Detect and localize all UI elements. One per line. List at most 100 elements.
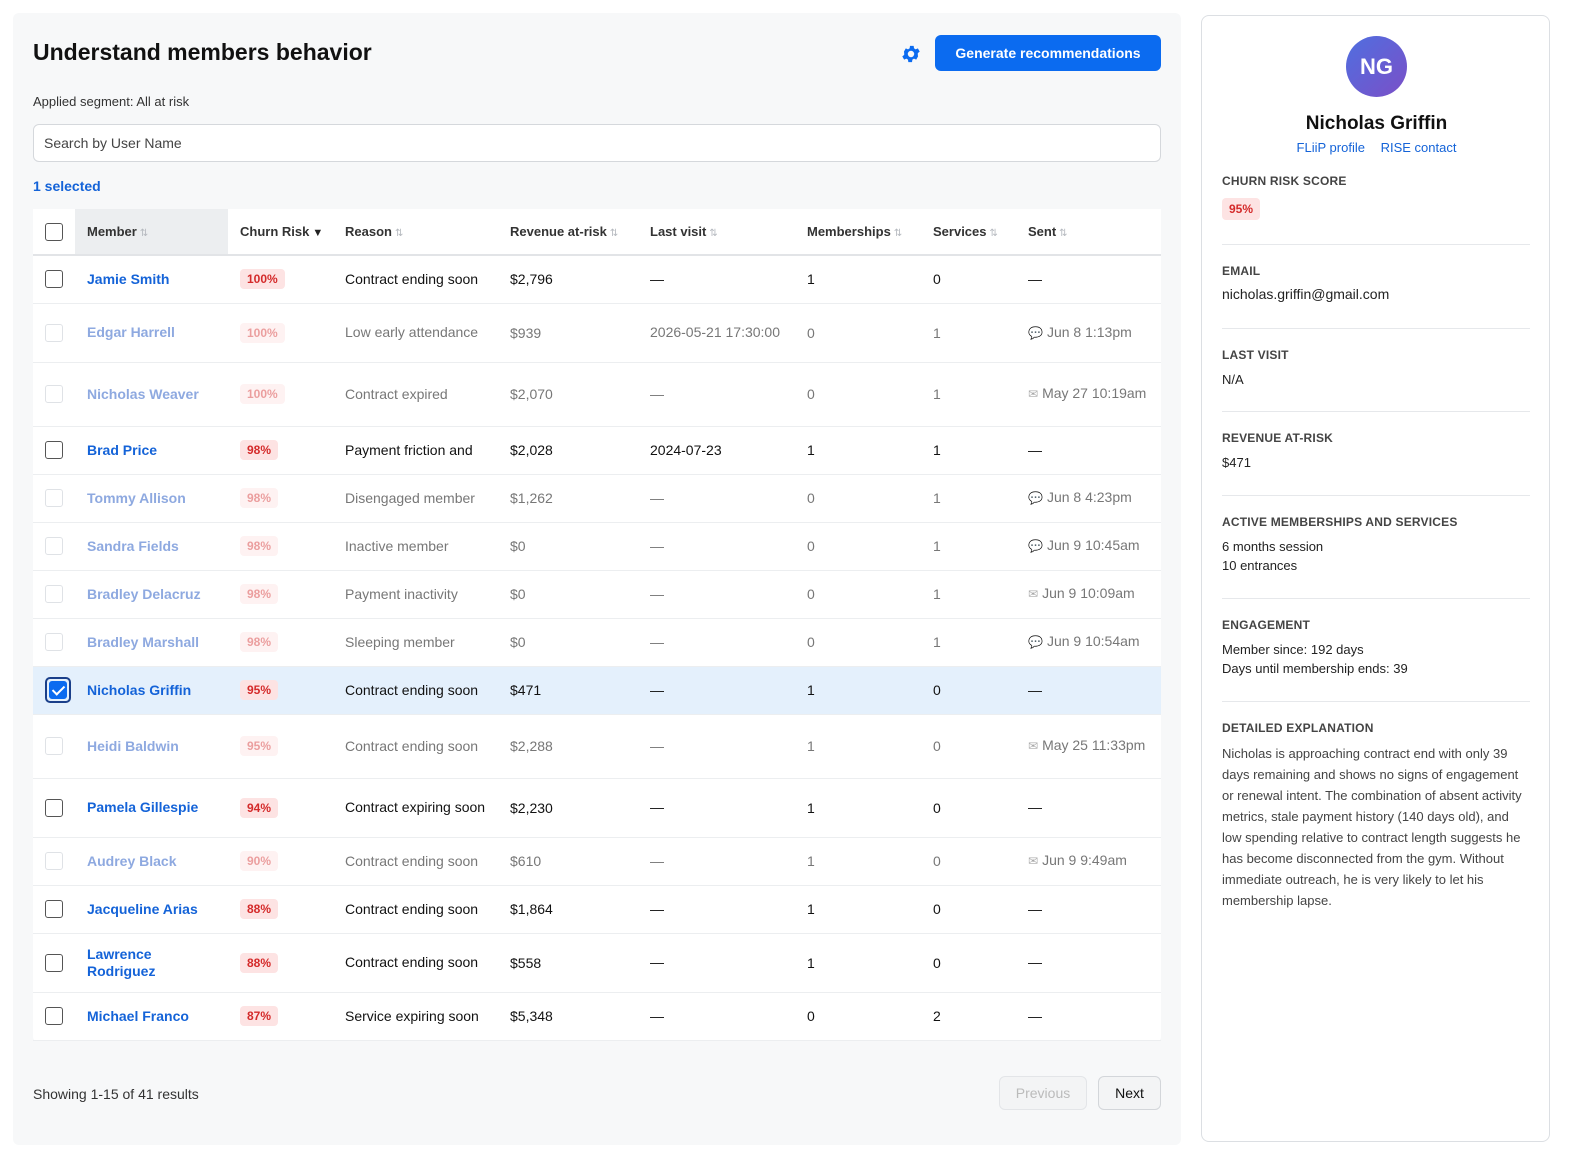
column-header-services[interactable]: Services ⇅ bbox=[921, 209, 1016, 256]
fliip-profile-link[interactable]: FLiiP profile bbox=[1296, 140, 1365, 155]
row-checkbox[interactable] bbox=[45, 385, 63, 404]
member-name-link[interactable]: Nicholas Weaver bbox=[87, 385, 199, 402]
last-visit-cell: — bbox=[638, 933, 795, 993]
sent-cell: — bbox=[1016, 992, 1161, 1041]
membership-item: 6 months session bbox=[1222, 539, 1324, 554]
column-header-sent[interactable]: Sent ⇅ bbox=[1016, 209, 1161, 256]
column-header-reason[interactable]: Reason ⇅ bbox=[333, 209, 498, 256]
row-checkbox[interactable] bbox=[45, 270, 63, 289]
member-name-link[interactable]: Jamie Smith bbox=[87, 270, 170, 287]
last-visit-cell: — bbox=[638, 522, 795, 571]
table-row[interactable]: Heidi Baldwin 95% Contract ending soon $2,2… bbox=[33, 714, 1161, 779]
member-name-link[interactable]: Tommy Allison bbox=[87, 489, 186, 506]
row-checkbox[interactable] bbox=[45, 953, 63, 972]
avatar: NG bbox=[1346, 36, 1407, 97]
column-header-last-visit[interactable]: Last visit ⇅ bbox=[638, 209, 795, 256]
next-button[interactable]: Next bbox=[1098, 1076, 1161, 1110]
member-name-link[interactable]: Audrey Black bbox=[87, 852, 177, 869]
row-checkbox[interactable] bbox=[49, 681, 67, 699]
memberships-cell: 1 bbox=[795, 778, 921, 838]
row-checkbox[interactable] bbox=[45, 852, 63, 871]
memberships-list: 6 months session 10 entrances bbox=[1222, 537, 1530, 575]
memberships-cell: 1 bbox=[795, 666, 921, 715]
section-label: REVENUE AT-RISK bbox=[1222, 431, 1334, 445]
row-checkbox[interactable] bbox=[45, 798, 63, 817]
member-name-link[interactable]: Brad Price bbox=[87, 441, 158, 458]
table-row[interactable]: Nicholas Weaver 100% Contract expired $2,07… bbox=[33, 362, 1161, 427]
table-row[interactable]: Lawrence Rodriguez 88% Contract ending soo… bbox=[33, 933, 1161, 993]
services-cell: 1 bbox=[921, 522, 1016, 571]
member-name-link[interactable]: Jacqueline Arias bbox=[87, 900, 198, 917]
revenue-value: $471 bbox=[1222, 455, 1251, 470]
member-name-link[interactable]: Lawrence Rodriguez bbox=[87, 945, 156, 979]
sent-value: Jun 9 10:45am bbox=[1046, 537, 1140, 553]
table-row[interactable]: Jamie Smith 100% Contract ending soon $2,79… bbox=[33, 255, 1161, 304]
member-name-link[interactable]: Edgar Harrell bbox=[87, 324, 175, 340]
churn-risk-badge: 98% bbox=[240, 536, 279, 556]
applied-segment: Applied segment: All at risk bbox=[33, 94, 190, 109]
table-row[interactable]: Edgar Harrell 100% Low early attendance $93… bbox=[33, 303, 1161, 363]
row-checkbox[interactable] bbox=[45, 537, 63, 556]
member-name-link[interactable]: Nicholas Griffin bbox=[87, 681, 192, 698]
member-name-link[interactable]: Heidi Baldwin bbox=[87, 737, 179, 754]
member-name-link[interactable]: Pamela Gillespie bbox=[87, 799, 199, 815]
services-cell: 1 bbox=[921, 570, 1016, 619]
reason-cell: Contract expired bbox=[333, 362, 498, 427]
last-visit-cell: — bbox=[638, 885, 795, 934]
member-name-link[interactable]: Bradley Marshall bbox=[87, 633, 200, 650]
row-checkbox[interactable] bbox=[45, 900, 63, 919]
reason-cell: Contract expiring soon bbox=[333, 778, 498, 838]
table-row[interactable]: Brad Price 98% Payment friction and $2,028 2… bbox=[33, 426, 1161, 475]
member-name-link[interactable]: Sandra Fields bbox=[87, 537, 179, 554]
revenue-cell: $471 bbox=[498, 666, 638, 715]
row-checkbox[interactable] bbox=[45, 585, 63, 604]
services-cell: 0 bbox=[921, 778, 1016, 838]
memberships-cell: 0 bbox=[795, 522, 921, 571]
sent-value: — bbox=[1028, 441, 1042, 458]
table-row[interactable]: Tommy Allison 98% Disengaged member $1,262—… bbox=[33, 474, 1161, 523]
table-row[interactable]: Audrey Black 90% Contract ending soon $610—… bbox=[33, 837, 1161, 886]
churn-risk-badge: 98% bbox=[240, 488, 279, 508]
churn-risk-badge: 98% bbox=[240, 584, 279, 604]
reason-cell: Contract ending soon bbox=[333, 714, 498, 779]
sent-value: — bbox=[1028, 1007, 1042, 1024]
table-row[interactable]: Sandra Fields 98% Inactive member $0—0 1 💬 Jun… bbox=[33, 522, 1161, 571]
sent-value: May 25 11:33pm bbox=[1042, 737, 1146, 753]
row-checkbox[interactable] bbox=[45, 633, 63, 652]
row-checkbox[interactable] bbox=[45, 489, 63, 508]
row-checkbox[interactable] bbox=[45, 323, 63, 342]
column-header-churn-risk[interactable]: Churn Risk ▼ bbox=[228, 209, 333, 256]
last-visit-cell: — bbox=[638, 714, 795, 779]
settings-button[interactable] bbox=[898, 41, 924, 67]
revenue-cell: $558 bbox=[498, 933, 638, 993]
table-row[interactable]: Bradley Delacruz 98% Payment inactivity $0—… bbox=[33, 570, 1161, 619]
reason-cell: Contract ending soon bbox=[333, 666, 498, 715]
row-checkbox[interactable] bbox=[45, 1007, 63, 1026]
previous-button[interactable]: Previous bbox=[999, 1076, 1087, 1110]
revenue-cell: $2,070 bbox=[498, 362, 638, 427]
row-checkbox[interactable] bbox=[45, 441, 63, 460]
table-row[interactable]: Pamela Gillespie 94% Contract expiring soo… bbox=[33, 778, 1161, 838]
reason-cell: Contract ending soon bbox=[333, 837, 498, 886]
sent-value: Jun 9 10:09am bbox=[1042, 585, 1135, 601]
table-row[interactable]: Michael Franco 87% Service expiring soon $5… bbox=[33, 992, 1161, 1041]
search-input[interactable] bbox=[33, 124, 1161, 162]
generate-recommendations-button[interactable]: Generate recommendations bbox=[935, 35, 1161, 71]
last-visit-section: LAST VISIT N/A bbox=[1222, 348, 1530, 412]
table-row[interactable]: Jacqueline Arias 88% Contract ending soon $… bbox=[33, 885, 1161, 934]
churn-risk-badge: 95% bbox=[240, 680, 279, 700]
column-header-revenue[interactable]: Revenue at-risk ⇅ bbox=[498, 209, 638, 256]
table-row[interactable]: Nicholas Griffin 95% Contract ending soon $… bbox=[33, 666, 1161, 715]
member-name-link[interactable]: Michael Franco bbox=[87, 1007, 189, 1024]
engagement-section: ENGAGEMENT Member since: 192 days Days u… bbox=[1222, 618, 1530, 702]
rise-contact-link[interactable]: RISE contact bbox=[1380, 140, 1457, 155]
table-row[interactable]: Bradley Marshall 98% Sleeping member $0—0 1 💬… bbox=[33, 618, 1161, 667]
select-all-checkbox[interactable] bbox=[45, 222, 63, 241]
column-header-memberships[interactable]: Memberships ⇅ bbox=[795, 209, 921, 256]
row-checkbox[interactable] bbox=[45, 737, 63, 756]
last-visit-cell: — bbox=[638, 618, 795, 667]
column-label: Member bbox=[87, 224, 137, 239]
services-cell: 1 bbox=[921, 474, 1016, 523]
column-header-member[interactable]: Member ⇅ bbox=[75, 209, 228, 256]
member-name-link[interactable]: Bradley Delacruz bbox=[87, 585, 201, 602]
